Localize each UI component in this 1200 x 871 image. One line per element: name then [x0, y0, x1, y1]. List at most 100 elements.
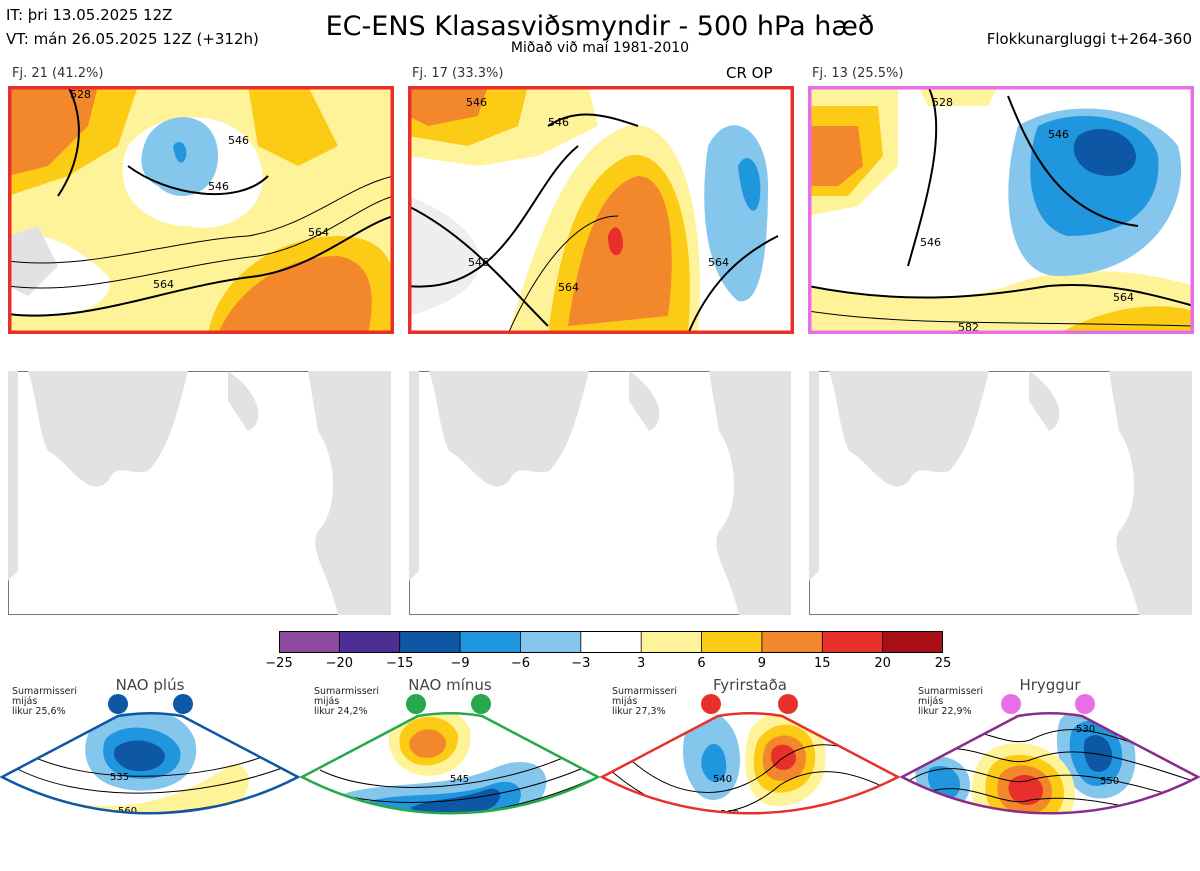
- colorbar-cell: [399, 631, 461, 653]
- regime-4-info: Sumarmisseri mijás likur 22,9%: [918, 686, 984, 717]
- contour-label: 546: [548, 116, 569, 129]
- anomaly-positive-area: [1058, 306, 1194, 334]
- colorbar-tick-label: 3: [637, 656, 646, 671]
- contour-label: 575: [1092, 838, 1111, 849]
- contour-label: 546: [468, 256, 489, 269]
- contour-line: [8, 175, 394, 264]
- land-mass: [8, 371, 18, 581]
- colorbar-tick-label: 25: [934, 656, 952, 671]
- empty-map-1: [8, 371, 391, 615]
- anomaly-negative-core: [113, 740, 165, 772]
- contour-label: 546: [228, 134, 249, 147]
- contour-label: 560: [435, 816, 454, 827]
- colorbar-cell: [338, 631, 401, 653]
- contour-line: [1007, 95, 1139, 227]
- contour-label: 564: [708, 256, 729, 269]
- land-mass: [629, 371, 660, 431]
- contour-label: 546: [466, 96, 487, 109]
- regime-2-markers: [406, 694, 491, 714]
- colorbar-cell: [640, 631, 703, 653]
- colorbar-cell: [701, 631, 763, 653]
- contour-line: [909, 768, 1191, 801]
- colorbar-tick-label: 20: [874, 656, 891, 671]
- land-europe: [1109, 371, 1192, 615]
- contour-label: 550: [1100, 776, 1119, 787]
- cluster-3-label: Fj. 13 (25.5%): [812, 66, 904, 81]
- colorbar-tick-label: −9: [450, 656, 470, 671]
- anomaly-strong-positive-area: [808, 126, 863, 186]
- colorbar-tick-label: 6: [697, 656, 706, 671]
- regime-3-map: 540 560 575: [600, 712, 900, 843]
- land-mass: [809, 371, 819, 581]
- contour-label: 535: [110, 772, 129, 783]
- colorbar-frame: [279, 631, 943, 653]
- contour-label: 564: [1113, 291, 1134, 304]
- land-mass: [228, 371, 259, 431]
- anomaly-negative-core: [410, 788, 501, 814]
- colorbar-cell: [459, 631, 522, 653]
- contour-line: [808, 310, 1194, 327]
- clustering-window: Flokkunargluggi t+264-360: [986, 30, 1192, 48]
- initial-time: IT: þri 13.05.2025 12Z: [6, 6, 173, 24]
- fan-border: [0, 712, 300, 815]
- anomaly-strong-positive-area: [409, 729, 446, 758]
- cluster-2-badge: CR OP: [726, 64, 773, 82]
- valid-time: VT: mán 26.05.2025 12Z (+312h): [6, 30, 259, 48]
- colorbar-tick-label: −15: [386, 656, 414, 671]
- contour-label: 546: [1048, 128, 1069, 141]
- regime-marker-dot: [471, 694, 491, 714]
- colorbar-tick-label: 9: [757, 656, 767, 671]
- regime-1-info: Sumarmisseri mijás likur 25,6%: [12, 686, 78, 717]
- cluster-border: [808, 86, 1194, 334]
- anomaly-negative-core: [173, 141, 187, 163]
- regime-2-title: NAO mínus: [408, 676, 492, 694]
- cluster-1-label: Fj. 21 (41.2%): [12, 66, 104, 81]
- contour-line: [8, 195, 394, 289]
- land-mass: [8, 226, 58, 296]
- colorbar: [279, 631, 943, 653]
- land-greenland: [28, 371, 188, 487]
- anomaly-peak: [1008, 775, 1043, 806]
- contour-line: [9, 764, 291, 794]
- fan-border: [900, 712, 1200, 815]
- colorbar-tick-label: −20: [325, 656, 354, 671]
- anomaly-negative-core: [701, 743, 727, 782]
- page-title: EC-ENS Klasasviðsmyndir - 500 hPa hæð: [325, 11, 875, 42]
- anomaly-negative-core: [1073, 128, 1136, 176]
- regime-4-map: 530 550 575: [900, 712, 1200, 849]
- cluster-1-map: 528 546 546 564 564: [8, 86, 394, 334]
- contour-line: [507, 215, 619, 334]
- contour-label: 546: [208, 180, 229, 193]
- colorbar-tick-label: −6: [510, 656, 531, 671]
- regime-1-map: 535 560: [0, 712, 300, 815]
- regime-marker-dot: [1001, 694, 1021, 714]
- cluster-border: [8, 86, 394, 334]
- contour-label: 540: [713, 774, 732, 785]
- contour-line: [57, 86, 80, 197]
- contour-line: [408, 145, 579, 288]
- regime-4-title: Hryggur: [1019, 676, 1081, 694]
- anomaly-negative-core: [1083, 735, 1113, 772]
- regime-2-map: 545 560 575: [300, 712, 600, 827]
- cluster-2-label: Fj. 17 (33.3%): [412, 66, 504, 81]
- contour-label: 528: [70, 88, 91, 101]
- contour-line: [8, 215, 394, 317]
- fan-border: [300, 712, 600, 815]
- contour-label: 564: [153, 278, 174, 291]
- colorbar-tick-label: −25: [265, 656, 293, 671]
- contour-line: [19, 749, 281, 777]
- contour-line: [907, 86, 938, 267]
- contour-label: 575: [738, 832, 757, 843]
- colorbar-cell: [821, 631, 884, 653]
- regime-marker-dot: [778, 694, 798, 714]
- regime-4-markers: [1001, 694, 1095, 714]
- land-mass: [1029, 371, 1060, 431]
- contour-label: 564: [308, 226, 329, 239]
- anomaly-positive-area: [248, 86, 338, 166]
- anomaly-strong-positive-area: [408, 86, 488, 126]
- regime-marker-dot: [108, 694, 128, 714]
- cluster-border: [408, 86, 794, 334]
- anomaly-positive-area: [918, 86, 998, 106]
- empty-map-2: [409, 371, 791, 615]
- land-europe: [308, 371, 391, 615]
